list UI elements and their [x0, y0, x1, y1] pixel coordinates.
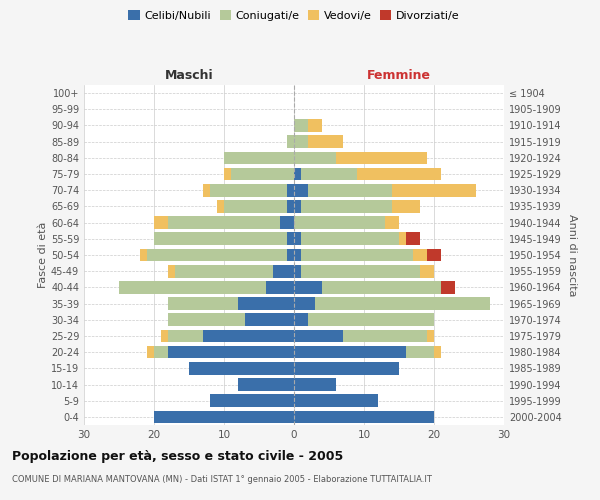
Bar	[294, 362, 399, 374]
Bar	[294, 298, 315, 310]
Bar	[294, 200, 301, 212]
Bar	[238, 378, 294, 391]
Bar	[427, 330, 434, 342]
Bar	[385, 216, 399, 229]
Bar	[294, 119, 308, 132]
Bar	[294, 314, 308, 326]
Bar	[301, 232, 399, 245]
Bar	[119, 281, 266, 293]
Bar	[210, 184, 287, 196]
Bar	[294, 330, 343, 342]
Bar	[322, 281, 441, 293]
Bar	[168, 330, 203, 342]
Bar	[294, 346, 406, 358]
Bar	[287, 184, 294, 196]
Bar	[168, 314, 245, 326]
Bar	[224, 152, 294, 164]
Bar	[287, 200, 294, 212]
Y-axis label: Anni di nascita: Anni di nascita	[567, 214, 577, 296]
Bar	[343, 330, 427, 342]
Text: Maschi: Maschi	[164, 70, 214, 82]
Bar	[434, 346, 441, 358]
Bar	[413, 248, 427, 262]
Bar	[294, 410, 434, 423]
Bar	[294, 216, 385, 229]
Bar	[189, 362, 294, 374]
Bar	[308, 136, 343, 148]
Bar	[294, 136, 308, 148]
Bar	[147, 248, 287, 262]
Bar	[140, 248, 147, 262]
Bar	[420, 265, 434, 278]
Bar	[154, 346, 168, 358]
Bar	[154, 232, 287, 245]
Bar	[245, 314, 294, 326]
Bar	[294, 281, 322, 293]
Bar	[161, 330, 168, 342]
Bar	[266, 281, 294, 293]
Bar	[154, 216, 168, 229]
Bar	[231, 168, 294, 180]
Y-axis label: Fasce di età: Fasce di età	[38, 222, 48, 288]
Bar	[427, 248, 441, 262]
Bar	[287, 232, 294, 245]
Bar	[273, 265, 294, 278]
Bar	[308, 314, 434, 326]
Bar	[301, 248, 413, 262]
Bar	[315, 298, 490, 310]
Bar	[294, 232, 301, 245]
Bar	[301, 168, 357, 180]
Bar	[203, 184, 210, 196]
Bar	[168, 216, 280, 229]
Bar	[294, 184, 308, 196]
Bar	[210, 394, 294, 407]
Bar	[217, 200, 224, 212]
Bar	[294, 248, 301, 262]
Bar	[287, 136, 294, 148]
Text: COMUNE DI MARIANA MANTOVANA (MN) - Dati ISTAT 1° gennaio 2005 - Elaborazione TUT: COMUNE DI MARIANA MANTOVANA (MN) - Dati …	[12, 475, 432, 484]
Bar	[147, 346, 154, 358]
Bar	[168, 346, 294, 358]
Bar	[301, 200, 392, 212]
Bar	[294, 152, 336, 164]
Bar	[308, 119, 322, 132]
Legend: Celibi/Nubili, Coniugati/e, Vedovi/e, Divorziati/e: Celibi/Nubili, Coniugati/e, Vedovi/e, Di…	[124, 6, 464, 25]
Bar	[357, 168, 441, 180]
Text: Popolazione per età, sesso e stato civile - 2005: Popolazione per età, sesso e stato civil…	[12, 450, 343, 463]
Bar	[287, 248, 294, 262]
Bar	[294, 394, 378, 407]
Bar	[224, 200, 287, 212]
Bar	[301, 265, 420, 278]
Bar	[294, 265, 301, 278]
Bar	[175, 265, 273, 278]
Bar	[168, 265, 175, 278]
Bar	[294, 168, 301, 180]
Bar	[406, 232, 420, 245]
Bar	[392, 200, 420, 212]
Bar	[441, 281, 455, 293]
Bar	[238, 298, 294, 310]
Bar	[392, 184, 476, 196]
Bar	[154, 410, 294, 423]
Bar	[203, 330, 294, 342]
Bar	[399, 232, 406, 245]
Bar	[294, 378, 336, 391]
Text: Femmine: Femmine	[367, 70, 431, 82]
Bar	[280, 216, 294, 229]
Bar	[168, 298, 238, 310]
Bar	[308, 184, 392, 196]
Bar	[406, 346, 434, 358]
Bar	[336, 152, 427, 164]
Bar	[224, 168, 231, 180]
